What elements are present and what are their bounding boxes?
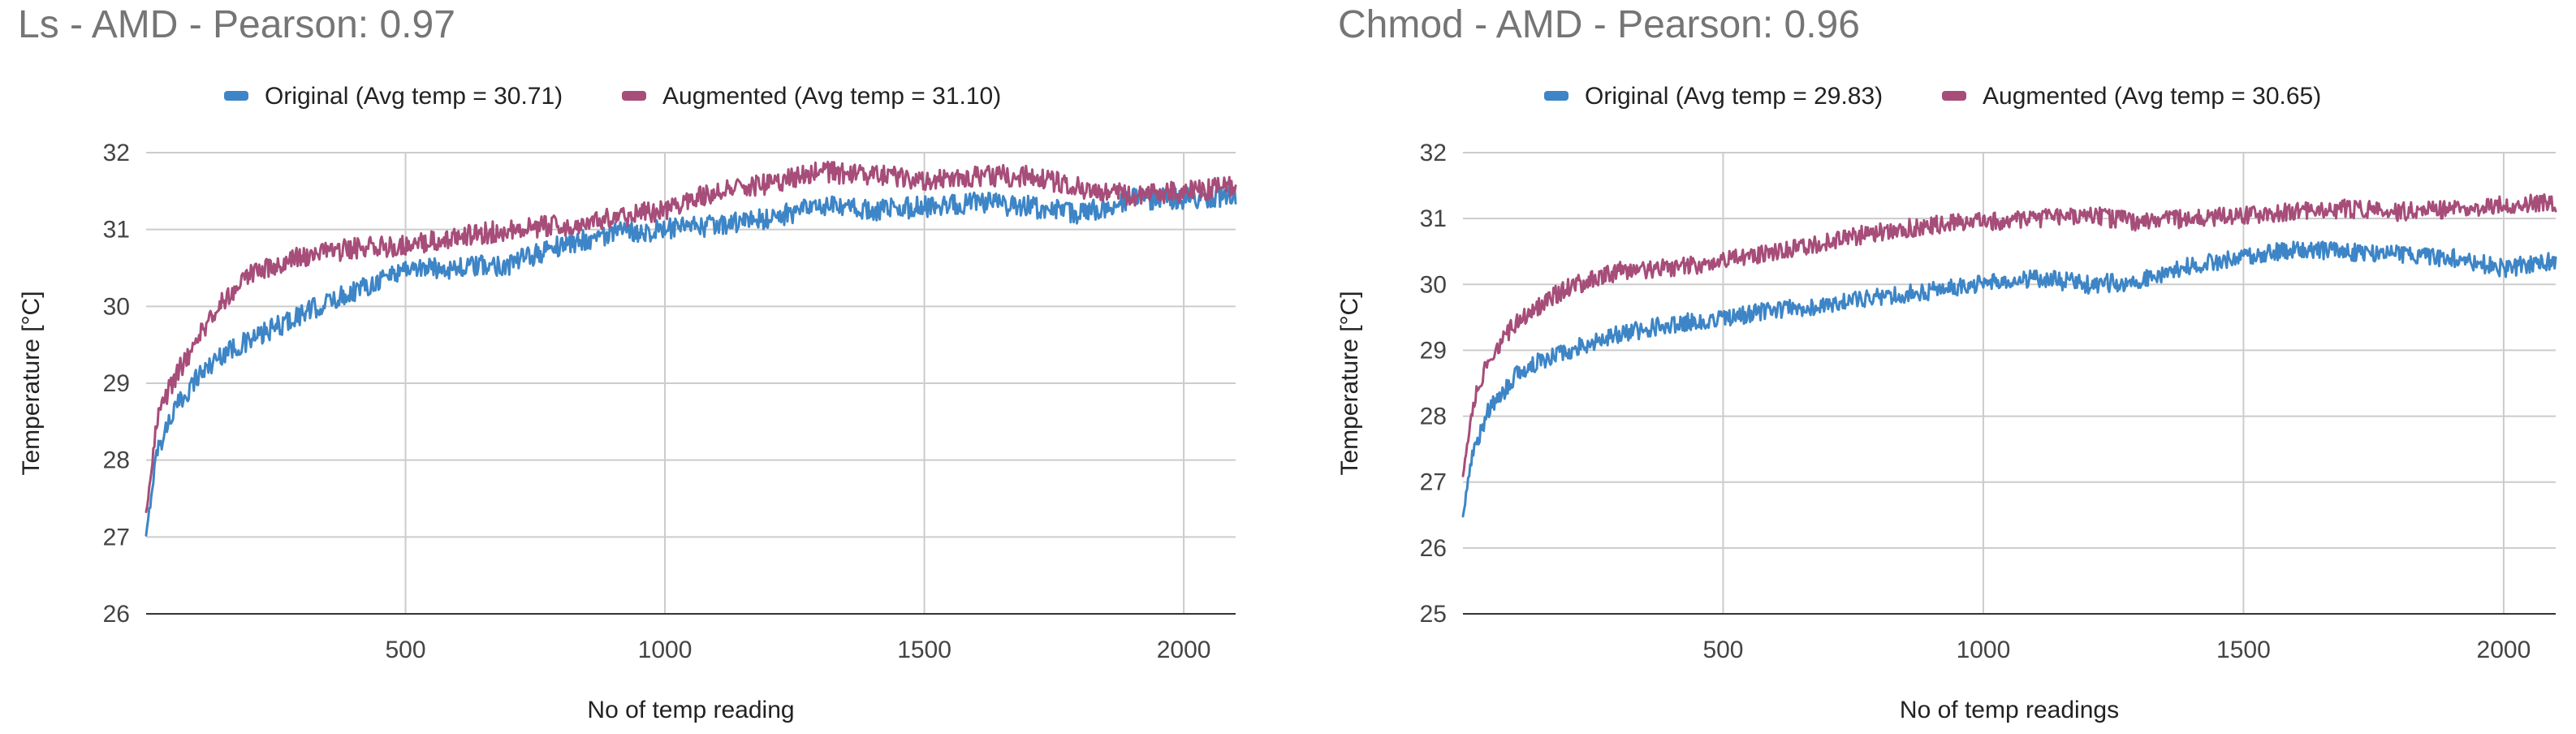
legend: Original (Avg temp = 30.71) Augmented (A… bbox=[224, 83, 1001, 110]
legend-label-original: Original (Avg temp = 30.71) bbox=[265, 83, 563, 110]
legend: Original (Avg temp = 29.83) Augmented (A… bbox=[1544, 83, 2321, 110]
y-tick-label: 31 bbox=[1420, 205, 1447, 232]
y-tick-label: 28 bbox=[1420, 404, 1447, 430]
series-line-augmented bbox=[145, 160, 1237, 513]
chart-title: Ls - AMD - Pearson: 0.97 bbox=[18, 3, 455, 46]
chart-title: Chmod - AMD - Pearson: 0.96 bbox=[1338, 3, 1860, 46]
grid bbox=[146, 152, 1236, 614]
y-axis-label: Temperature [°C] bbox=[1336, 291, 1363, 475]
legend-label-augmented: Augmented (Avg temp = 31.10) bbox=[662, 83, 1001, 110]
x-tick-label: 500 bbox=[1702, 637, 1743, 663]
y-tick-label: 26 bbox=[103, 601, 130, 628]
legend-label-augmented: Augmented (Avg temp = 30.65) bbox=[1983, 83, 2321, 110]
y-tick-label: 30 bbox=[103, 293, 130, 320]
y-tick-label: 27 bbox=[103, 524, 130, 550]
y-tick-label: 27 bbox=[1420, 469, 1447, 496]
x-tick-label: 500 bbox=[385, 637, 425, 663]
x-axis-label: No of temp reading bbox=[587, 697, 794, 723]
x-axis-ticks: 500 1000 1500 2000 bbox=[1702, 637, 2531, 663]
series-line-original bbox=[1461, 240, 2557, 518]
y-tick-label: 26 bbox=[1420, 535, 1447, 562]
y-tick-label: 29 bbox=[1420, 337, 1447, 364]
chart-ls-amd: Ls - AMD - Pearson: 0.97 Original (Avg t… bbox=[18, 3, 1237, 723]
x-axis-ticks: 500 1000 1500 2000 bbox=[385, 637, 1210, 663]
x-tick-label: 1500 bbox=[2216, 637, 2271, 663]
y-tick-label: 30 bbox=[1420, 271, 1447, 298]
x-tick-label: 2000 bbox=[2477, 637, 2531, 663]
x-tick-label: 1000 bbox=[1957, 637, 2011, 663]
y-axis-ticks: 25 26 27 28 29 30 31 32 bbox=[1420, 140, 1447, 628]
x-tick-label: 1500 bbox=[897, 637, 951, 663]
series-line-augmented bbox=[1461, 193, 2557, 477]
series-line-original bbox=[145, 184, 1237, 537]
x-tick-label: 2000 bbox=[1157, 637, 1211, 663]
chart-chmod-amd: Chmod - AMD - Pearson: 0.96 Original (Av… bbox=[1336, 3, 2557, 723]
y-tick-label: 29 bbox=[103, 370, 130, 397]
legend-swatch-augmented bbox=[622, 91, 646, 101]
x-axis-label: No of temp readings bbox=[1900, 697, 2119, 723]
legend-swatch-original bbox=[224, 91, 248, 101]
legend-swatch-augmented bbox=[1942, 91, 1966, 101]
legend-swatch-original bbox=[1544, 91, 1568, 101]
legend-label-original: Original (Avg temp = 29.83) bbox=[1585, 83, 1883, 110]
y-tick-label: 28 bbox=[103, 447, 130, 474]
y-tick-label: 25 bbox=[1420, 601, 1447, 628]
series-layer bbox=[145, 160, 1237, 537]
y-axis-label: Temperature [°C] bbox=[18, 291, 45, 475]
x-tick-label: 1000 bbox=[638, 637, 693, 663]
grid bbox=[1463, 152, 2556, 614]
y-tick-label: 32 bbox=[1420, 140, 1447, 166]
y-tick-label: 32 bbox=[103, 140, 130, 166]
series-layer bbox=[1461, 193, 2557, 518]
y-tick-label: 31 bbox=[103, 217, 130, 244]
y-axis-ticks: 26 27 28 29 30 31 32 bbox=[103, 140, 130, 628]
